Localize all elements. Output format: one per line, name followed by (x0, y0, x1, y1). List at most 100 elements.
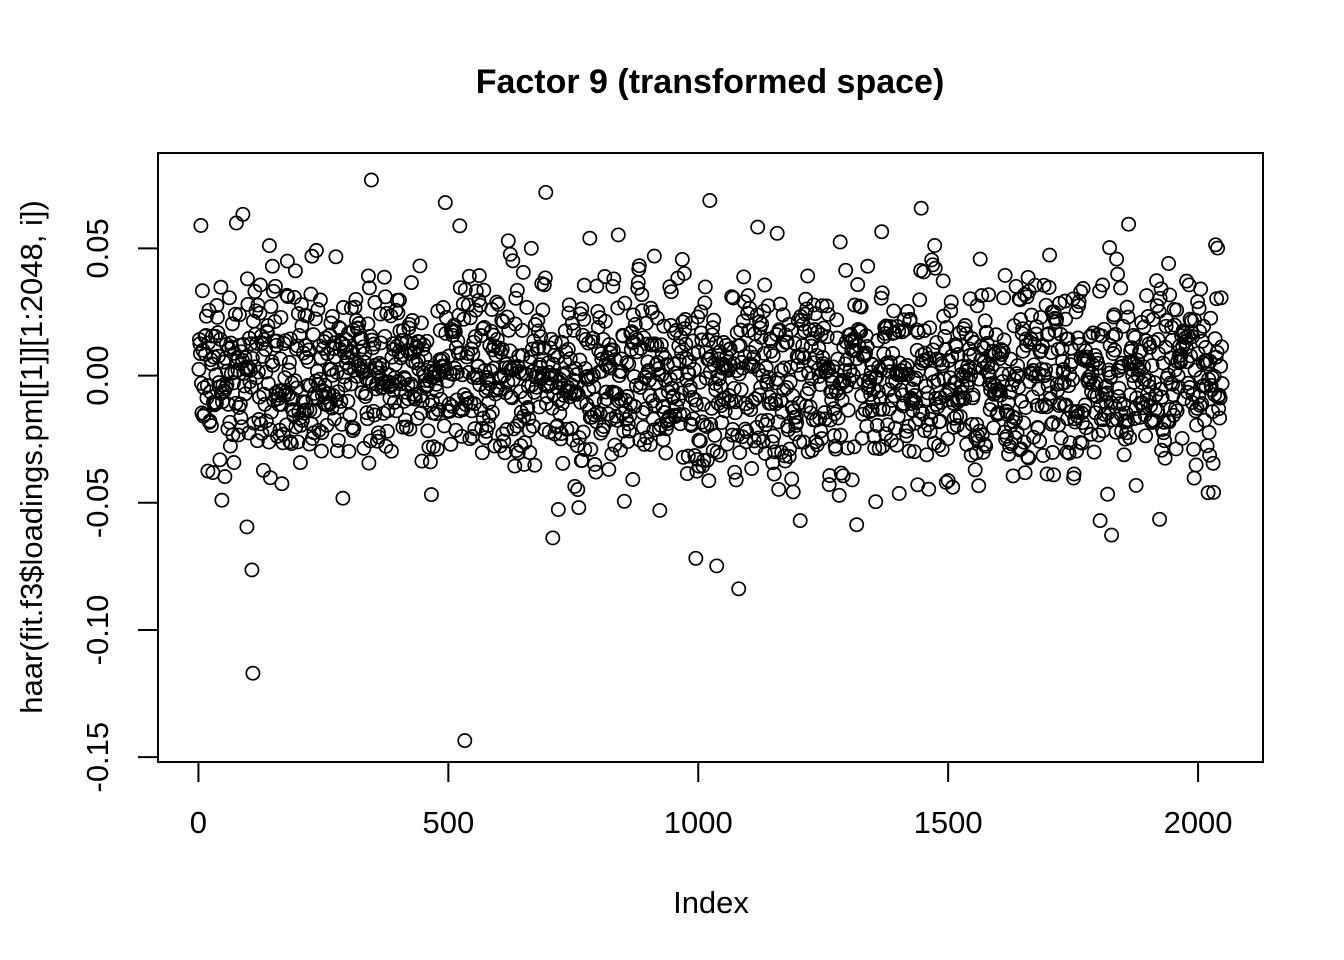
data-point (1121, 216, 1137, 232)
data-point (1210, 240, 1226, 256)
data-point (461, 268, 477, 284)
data-point (831, 487, 847, 503)
data-point (429, 441, 445, 457)
data-point (787, 335, 803, 351)
data-point (1189, 400, 1205, 416)
data-point (337, 377, 353, 393)
data-point (226, 455, 242, 470)
data-point (1201, 425, 1217, 440)
data-point (341, 443, 357, 459)
data-point (676, 266, 692, 281)
data-point (480, 417, 496, 433)
data-point (209, 298, 225, 313)
data-point (1118, 405, 1134, 421)
data-point (1120, 309, 1136, 325)
data-point (494, 341, 510, 357)
data-point (874, 285, 890, 301)
data-point (1102, 240, 1118, 256)
data-point (1154, 389, 1170, 405)
data-point (538, 184, 554, 200)
data-point (533, 329, 549, 345)
data-point (372, 306, 388, 322)
data-point (460, 345, 476, 361)
data-point (437, 195, 453, 211)
data-point (864, 402, 880, 418)
data-point (927, 238, 943, 253)
data-point (733, 322, 749, 338)
data-point (709, 558, 725, 574)
data-point (490, 297, 506, 312)
data-point (847, 297, 863, 313)
data-point (1111, 380, 1127, 396)
data-point (284, 375, 300, 391)
data-point (1206, 484, 1222, 500)
y-tick-label: 0.05 (80, 218, 115, 278)
data-point (311, 422, 327, 438)
data-point (921, 350, 937, 366)
data-point (262, 470, 278, 486)
data-point (1168, 401, 1184, 416)
data-point (555, 455, 571, 471)
data-point (792, 513, 808, 529)
data-point (1171, 379, 1187, 395)
data-point (791, 395, 807, 411)
data-point (770, 414, 786, 430)
data-point (1091, 427, 1107, 443)
data-point (892, 355, 908, 371)
data-point (839, 378, 855, 394)
data-point (1152, 511, 1168, 527)
data-point (621, 423, 637, 439)
data-point (1144, 358, 1160, 374)
data-point (827, 406, 843, 422)
data-point (1161, 256, 1177, 271)
data-point (935, 273, 951, 289)
data-point (695, 396, 711, 412)
data-point (783, 359, 799, 375)
data-point (684, 389, 700, 405)
data-point (1007, 372, 1023, 388)
data-point (833, 465, 849, 481)
data-point (536, 277, 552, 293)
data-point (293, 297, 309, 313)
data-point (711, 371, 727, 387)
data-point (1154, 442, 1170, 458)
data-point (963, 367, 979, 383)
data-point (1065, 372, 1081, 388)
data-point (1016, 415, 1032, 431)
data-point (1157, 433, 1173, 449)
data-point (473, 328, 489, 344)
data-point (774, 444, 790, 460)
data-point (972, 423, 988, 439)
data-point (359, 405, 375, 421)
data-point (1038, 362, 1054, 378)
data-point (901, 443, 917, 459)
data-point (1008, 410, 1024, 426)
data-point (988, 327, 1004, 343)
data-point (977, 313, 993, 329)
data-point (1020, 269, 1036, 285)
data-point (593, 425, 609, 441)
data-point (1110, 266, 1126, 282)
data-point (912, 403, 928, 419)
plot-title: Factor 9 (transformed space) (476, 63, 945, 101)
data-point (419, 333, 435, 349)
data-point (733, 382, 749, 398)
data-point (841, 372, 857, 388)
data-point (273, 309, 289, 325)
data-point (423, 487, 439, 503)
data-point (476, 282, 492, 298)
data-point (521, 422, 537, 438)
data-point (719, 436, 735, 452)
data-point (413, 315, 429, 331)
data-point (820, 306, 836, 322)
data-point (652, 502, 668, 518)
data-point (1021, 450, 1037, 466)
data-point (1035, 448, 1051, 463)
data-point (813, 327, 829, 343)
data-point (682, 379, 698, 395)
data-point (249, 433, 265, 449)
data-point (1158, 318, 1174, 334)
data-point (829, 312, 845, 328)
data-point (885, 346, 901, 361)
data-point (550, 502, 566, 517)
